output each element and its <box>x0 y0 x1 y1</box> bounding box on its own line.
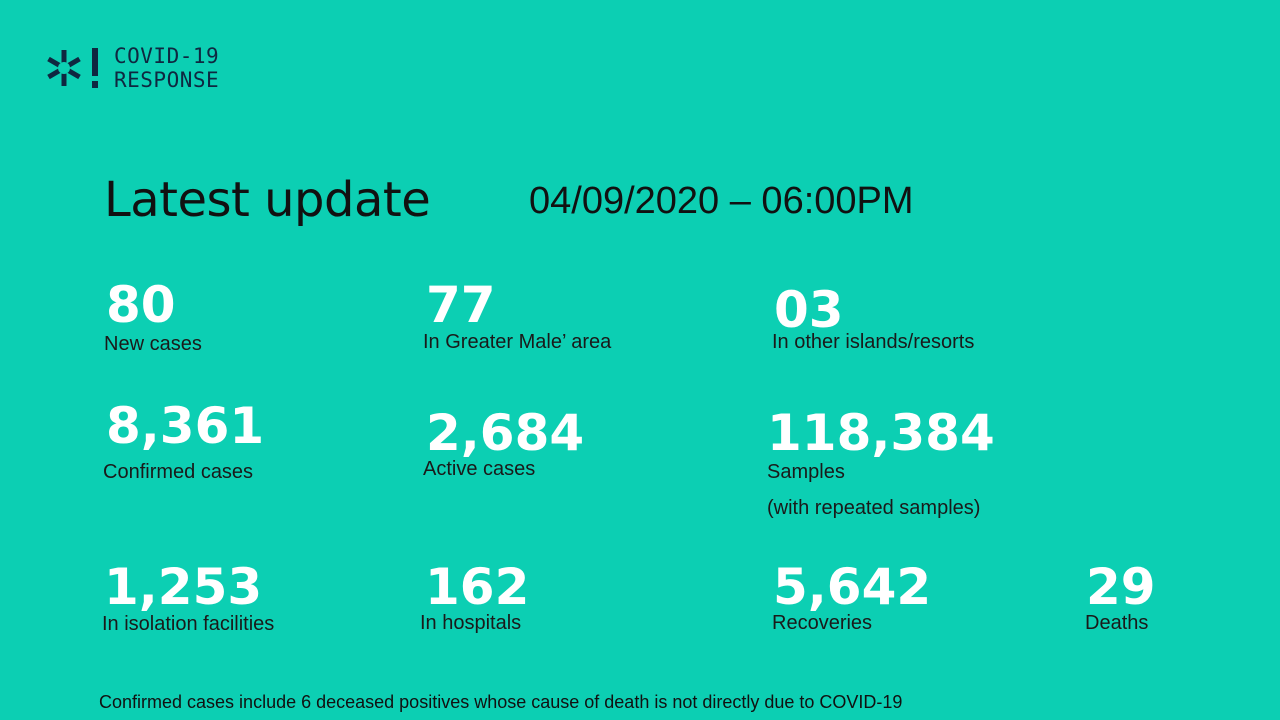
page-title: Latest update <box>104 172 431 228</box>
deaths-value: 29 <box>1086 558 1156 616</box>
isolation-value: 1,253 <box>104 558 263 616</box>
greater-male-value: 77 <box>426 276 496 334</box>
logo-line2: RESPONSE <box>114 68 220 92</box>
confirmed-cases-label: Confirmed cases <box>103 461 254 483</box>
update-datetime: 04/09/2020 – 06:00PM <box>529 180 914 222</box>
samples-label: Samples <box>767 461 845 483</box>
footnote: Confirmed cases include 6 deceased posit… <box>99 692 903 712</box>
new-cases-label: New cases <box>104 333 202 355</box>
covid-response-logo: COVID-19 RESPONSE <box>42 44 219 92</box>
logo-line1: COVID-19 <box>114 44 220 68</box>
logo-text: COVID-19 RESPONSE <box>114 44 219 92</box>
samples-value: 118,384 <box>767 404 995 462</box>
samples-note: (with repeated samples) <box>767 497 981 519</box>
active-cases-value: 2,684 <box>426 404 585 462</box>
active-cases-label: Active cases <box>423 458 536 480</box>
snowflake-exclamation-icon <box>47 48 98 88</box>
hospitals-value: 162 <box>425 558 530 616</box>
hospitals-label: In hospitals <box>420 612 522 634</box>
greater-male-label: In Greater Male’ area <box>423 331 612 353</box>
deaths-label: Deaths <box>1085 612 1149 634</box>
new-cases-value: 80 <box>106 276 176 334</box>
recoveries-label: Recoveries <box>772 612 873 634</box>
recoveries-value: 5,642 <box>773 558 932 616</box>
other-islands-value: 03 <box>774 281 844 339</box>
other-islands-label: In other islands/resorts <box>772 331 975 353</box>
isolation-label: In isolation facilities <box>102 613 275 635</box>
confirmed-cases-value: 8,361 <box>106 397 265 455</box>
